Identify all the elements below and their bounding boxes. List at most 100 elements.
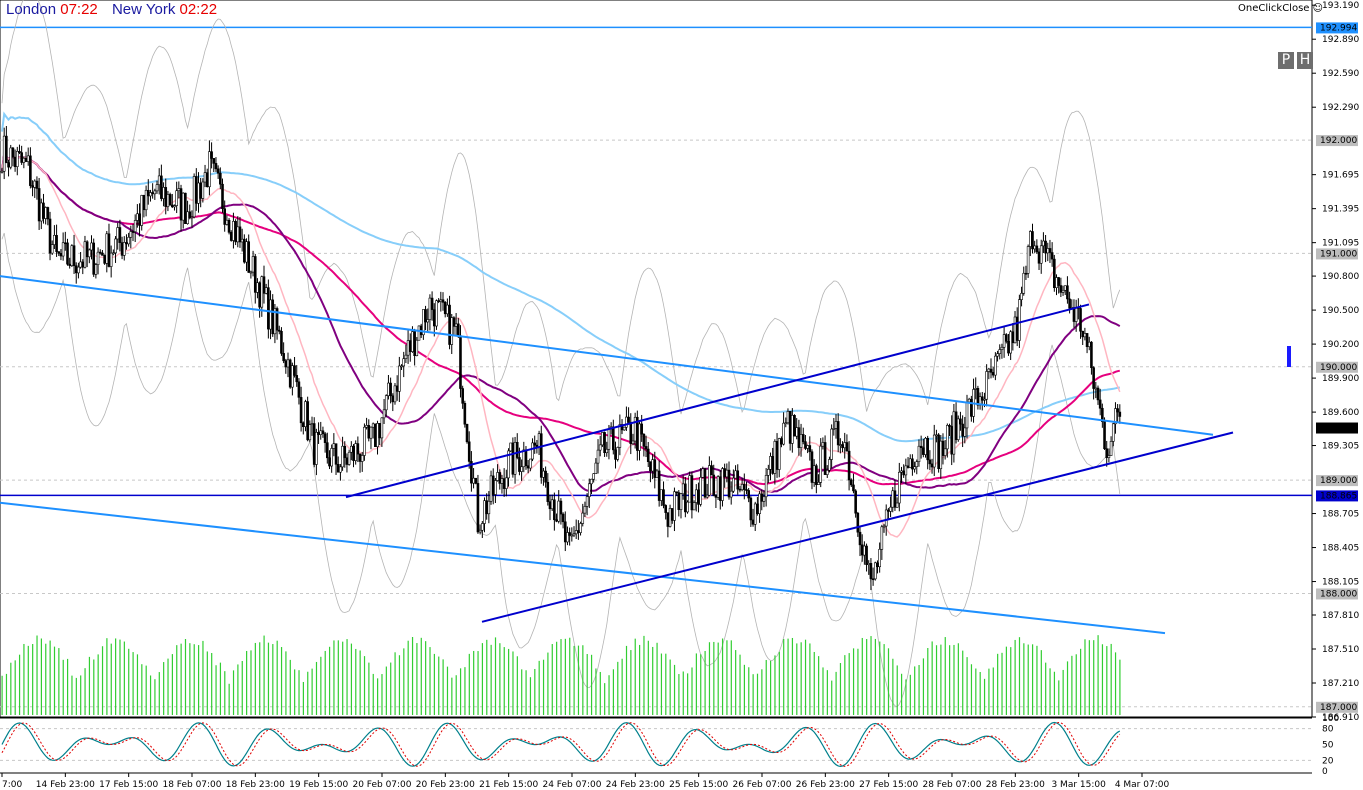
candle-body: [188, 211, 192, 219]
volume-bar: [45, 643, 47, 715]
candle-body: [686, 501, 689, 513]
candle-body: [44, 207, 47, 219]
volume-bar: [966, 657, 968, 715]
candle-body: [454, 323, 458, 327]
candle-body: [282, 353, 285, 362]
candle-body: [310, 423, 314, 426]
candle-body: [913, 466, 916, 470]
volume-bar: [53, 646, 56, 715]
candle-body: [214, 163, 218, 170]
volume-bar: [1005, 646, 1007, 715]
volume-bar: [23, 643, 25, 715]
volume-bar: [123, 641, 125, 715]
volume-bar: [883, 644, 885, 715]
candle-body: [511, 442, 515, 475]
candle-body: [1079, 308, 1082, 332]
candle-body: [795, 427, 798, 437]
current-price-tag: [1316, 422, 1358, 434]
candle-body: [481, 523, 484, 531]
volume-bar: [355, 648, 357, 715]
candle-body: [906, 465, 910, 468]
volume-bar: [1084, 639, 1086, 715]
candle-body: [5, 135, 8, 163]
candle-body: [297, 381, 301, 398]
h-button[interactable]: H: [1297, 52, 1313, 69]
candle-body: [954, 411, 958, 440]
candle-body: [670, 508, 674, 521]
candle-body: [769, 456, 772, 470]
volume-bar: [294, 669, 296, 715]
volume-bar: [647, 640, 649, 715]
candle-body: [935, 434, 938, 437]
candle-body: [92, 242, 95, 275]
stoch-tick-label: 0: [1322, 767, 1328, 777]
volume-bar: [27, 645, 29, 715]
volume-bar: [1080, 648, 1082, 715]
candle-body: [299, 397, 303, 424]
volume-bar: [49, 640, 51, 715]
candle-body: [400, 365, 403, 368]
y-tick-label: 192.290: [1322, 103, 1359, 113]
x-tick-label: 4 Mar 07:00: [1115, 780, 1170, 790]
candle-body: [710, 465, 713, 476]
candle-body: [2, 135, 6, 172]
volume-bar: [813, 651, 815, 715]
volume-bar: [477, 651, 479, 715]
volume-bar: [761, 669, 763, 715]
volume-bar: [1031, 644, 1034, 715]
candle-body: [205, 172, 209, 188]
volume-bar: [180, 643, 182, 715]
volume-bar: [176, 645, 178, 715]
candle-body: [847, 450, 851, 481]
x-tick-label: 18 Feb 07:00: [162, 780, 221, 790]
candle-body: [269, 299, 272, 330]
candle-body: [657, 470, 661, 501]
candle-body: [245, 241, 248, 263]
volume-bar: [254, 642, 256, 715]
volume-bar: [970, 664, 973, 715]
p-button[interactable]: P: [1278, 52, 1294, 69]
candle-body: [863, 545, 866, 556]
candle-body: [812, 465, 816, 483]
candle-body: [559, 500, 563, 515]
candle-body: [280, 331, 283, 354]
volume-bar: [359, 650, 361, 715]
candle-body: [1114, 408, 1117, 425]
candle-body: [1116, 408, 1119, 413]
candle-body: [315, 432, 318, 465]
candle-body: [950, 426, 954, 455]
candle-body: [181, 192, 185, 221]
candle-body: [363, 426, 366, 456]
candle-body: [1009, 331, 1012, 354]
volume-bar: [197, 645, 200, 715]
candle-body: [393, 385, 397, 403]
volume-bar: [735, 650, 737, 715]
candle-body: [533, 442, 537, 446]
volume-bar: [398, 655, 401, 715]
candle-body: [350, 445, 353, 453]
candle-body: [170, 204, 174, 208]
candle-body: [797, 427, 801, 448]
volume-bar: [1036, 645, 1038, 715]
x-tick-label: 26 Feb 07:00: [732, 780, 791, 790]
candle-body: [382, 409, 386, 419]
volume-bar: [1049, 668, 1051, 715]
candle-body: [465, 423, 469, 443]
candle-body: [666, 512, 670, 527]
candle-body: [1103, 421, 1106, 450]
candle-body: [83, 241, 87, 268]
one-click-close-label[interactable]: OneClickClose ☺: [1238, 3, 1324, 14]
candle-body: [408, 340, 412, 352]
ma-mid-line: [1, 151, 1121, 493]
newyork-time: 02:22: [179, 1, 218, 18]
volume-bar: [1101, 644, 1104, 715]
ma-fast-line: [1, 151, 1121, 538]
candle-body: [996, 353, 999, 357]
candle-body: [581, 512, 585, 524]
candle-body: [341, 445, 344, 468]
volume-bar: [713, 641, 715, 715]
candle-body: [20, 152, 23, 163]
round-level-label: 188.000: [1320, 589, 1357, 599]
volume-bar: [1088, 640, 1090, 715]
